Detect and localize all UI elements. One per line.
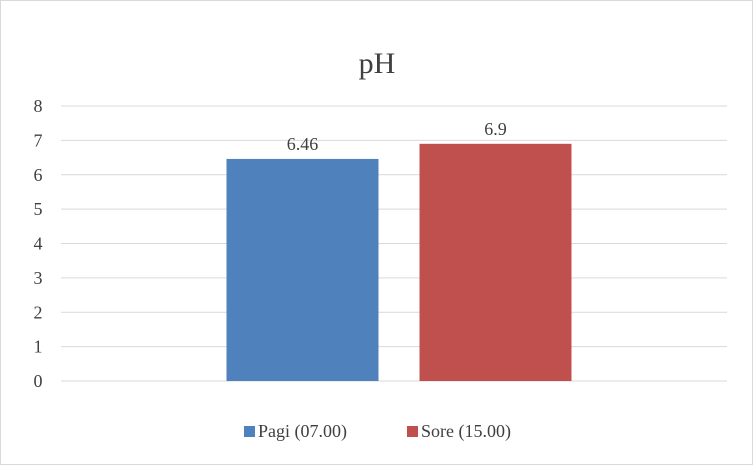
y-tick-label: 0 <box>34 371 43 391</box>
y-tick-label: 6 <box>34 165 43 185</box>
y-tick-label: 1 <box>34 337 43 357</box>
y-tick-label: 4 <box>34 234 43 254</box>
data-labels: 6.46 6.9 <box>287 119 507 154</box>
y-tick-label: 8 <box>34 96 43 116</box>
y-tick-label: 3 <box>34 268 43 288</box>
y-tick-label: 5 <box>34 199 43 219</box>
bars <box>226 143 572 381</box>
bar-sore <box>419 143 572 381</box>
legend-swatch <box>244 426 255 437</box>
data-label: 6.9 <box>484 119 507 139</box>
bar-pagi <box>226 158 379 381</box>
legend-label: Sore (15.00) <box>421 421 511 442</box>
data-label: 6.46 <box>287 134 319 154</box>
y-axis-ticks: 0 1 2 3 4 5 6 7 8 <box>34 96 43 391</box>
chart-title: pH <box>359 47 396 80</box>
y-tick-label: 7 <box>34 130 43 150</box>
legend-swatch <box>407 426 418 437</box>
gridlines <box>61 105 727 382</box>
legend: Pagi (07.00) Sore (15.00) <box>244 421 511 442</box>
y-tick-label: 2 <box>34 302 43 322</box>
legend-label: Pagi (07.00) <box>258 421 347 442</box>
